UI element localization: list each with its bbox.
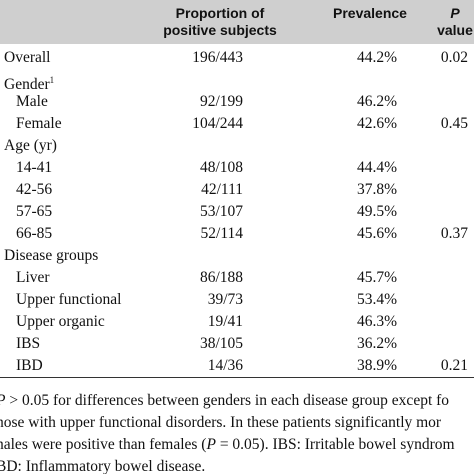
proportion: 19/41 [207, 313, 243, 330]
p-value: 0.02 [440, 49, 468, 66]
header-band [0, 0, 474, 44]
header-text: positive subjects [163, 22, 277, 38]
footnote-line: hose with upper functional disorders. In… [0, 412, 441, 434]
prevalence: 49.5% [356, 203, 397, 220]
proportion: 48/108 [199, 159, 243, 176]
header-proportion: Proportion of positive subjects [150, 5, 290, 39]
footnote-text: = 0.05). IBS: Irritable bowel syndrom [215, 436, 455, 453]
proportion: 53/107 [199, 203, 243, 220]
prevalence: 37.8% [356, 181, 397, 198]
header-p: P value [430, 5, 474, 39]
prevalence: 46.3% [356, 313, 397, 330]
row-label: 14-41 [16, 159, 53, 176]
footnote-line: P > 0.05 for differences between genders… [0, 390, 449, 412]
proportion: 38/105 [199, 335, 243, 352]
group-text: Disease groups [4, 247, 99, 264]
proportion: 92/199 [199, 93, 243, 110]
p-value: 0.37 [440, 225, 468, 242]
row-label: Liver [16, 269, 50, 286]
footnote-text: > 0.05 for differences between genders i… [5, 392, 450, 409]
footnote-text: BD: Inflammatory bowel disease. [0, 458, 206, 474]
group-label: Age (yr) [4, 136, 57, 156]
proportion: 14/36 [207, 357, 243, 374]
row-label: 66-85 [16, 225, 53, 242]
row-label: Overall [4, 49, 51, 66]
row-label: IBD [16, 357, 43, 374]
p-value: 0.45 [440, 115, 468, 132]
header-text: Proportion of [175, 5, 265, 21]
row-label: Male [16, 93, 48, 110]
prevalence: 42.6% [356, 115, 397, 132]
footnote-line: nales were positive than females (P = 0.… [0, 434, 455, 456]
prevalence: 36.2% [356, 335, 397, 352]
proportion: 42/111 [201, 181, 243, 198]
footnote-text: P [206, 436, 216, 453]
group-text: Age (yr) [4, 137, 57, 154]
header-text: P [450, 5, 460, 21]
row-label: Upper functional [16, 291, 122, 308]
row-label: 42-56 [16, 181, 53, 198]
prevalence: 44.2% [356, 49, 397, 66]
group-text: Gender [4, 76, 50, 94]
group-label: Disease groups [4, 246, 98, 266]
proportion: 86/188 [199, 269, 243, 286]
footnote-line: BD: Inflammatory bowel disease. [0, 456, 205, 474]
prevalence: 53.4% [356, 291, 397, 308]
header-prevalence: Prevalence [333, 5, 407, 21]
proportion: 196/443 [192, 49, 243, 66]
footnote-text: nales were positive than females ( [0, 436, 207, 453]
proportion: 52/114 [200, 225, 243, 242]
footnote-text: P [0, 392, 5, 409]
row-label: 57-65 [16, 203, 53, 220]
prevalence: 45.6% [356, 225, 397, 242]
footnote-mark: 1 [49, 75, 55, 85]
header-text: value [437, 22, 473, 38]
row-label: IBS [16, 335, 41, 352]
row-label: Upper organic [16, 313, 105, 330]
footnote-text: hose with upper functional disorders. In… [0, 414, 442, 431]
prevalence: 45.7% [356, 269, 397, 286]
prevalence: 46.2% [356, 93, 397, 110]
proportion: 39/73 [207, 291, 243, 308]
table-rule [0, 377, 474, 378]
group-label: Gender1 [4, 70, 54, 95]
prevalence: 44.4% [356, 159, 397, 176]
p-value: 0.21 [440, 357, 468, 374]
row-label: Female [16, 115, 62, 132]
prevalence: 38.9% [356, 357, 397, 374]
proportion: 104/244 [192, 115, 243, 132]
